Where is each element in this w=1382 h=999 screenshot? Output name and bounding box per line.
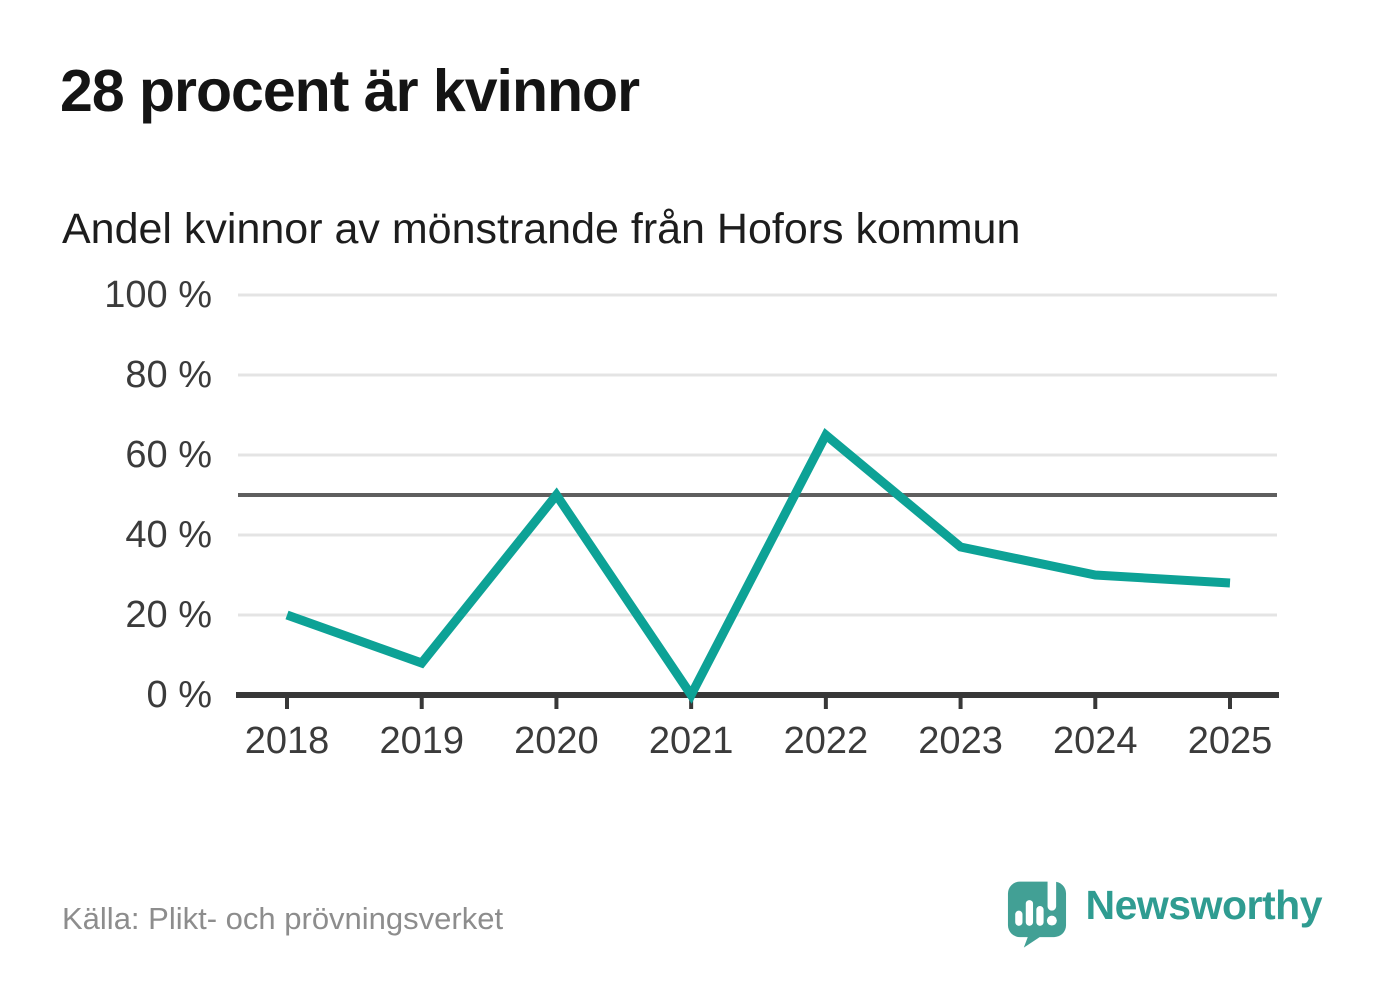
newsworthy-speech-bubble-chart-icon: [1004, 875, 1070, 949]
series-line: [285, 427, 1231, 704]
x-axis-label: 2024: [1053, 720, 1138, 762]
y-axis-label: 20 %: [125, 594, 212, 636]
y-axis-label: 80 %: [125, 354, 212, 396]
newsworthy-logo: Newsworthy: [1004, 875, 1323, 949]
y-axis-label: 100 %: [104, 274, 212, 316]
x-axis-label: 2023: [918, 720, 1003, 762]
y-axis-label: 40 %: [125, 514, 212, 556]
x-axis-label: 2022: [784, 720, 869, 762]
y-axis-labels-group: 0 % 20 % 40 % 60 % 80 % 100 %: [104, 274, 212, 716]
chart-subtitle: Andel kvinnor av mönstrande från Hofors …: [62, 205, 1021, 253]
x-axis-label: 2018: [245, 720, 330, 762]
y-axis-label: 60 %: [125, 434, 212, 476]
x-axis-label: 2021: [649, 720, 734, 762]
newsworthy-wordmark: Newsworthy: [1085, 881, 1323, 928]
x-axis-labels-group: 2018 2019 2020 2021 2022 2023 2024 2025: [245, 720, 1273, 762]
chart-title: 28 procent är kvinnor: [60, 58, 640, 124]
source-note: Källa: Plikt- och prövningsverket: [62, 901, 504, 936]
x-axis-label: 2020: [514, 720, 599, 762]
series-group: [285, 427, 1231, 704]
chart-canvas: 0 % 20 % 40 % 60 % 80 % 100 % 2018 2019 2020 202…: [104, 274, 1279, 762]
gridlines-group: [238, 293, 1277, 617]
line-chart: 0 % 20 % 40 % 60 % 80 % 100 % 2018 2019 2020 202…: [0, 260, 1382, 780]
y-axis-label: 0 %: [147, 674, 212, 716]
x-axis-group: [236, 692, 1279, 709]
x-axis-label: 2019: [379, 720, 464, 762]
x-axis-label: 2025: [1188, 720, 1273, 762]
